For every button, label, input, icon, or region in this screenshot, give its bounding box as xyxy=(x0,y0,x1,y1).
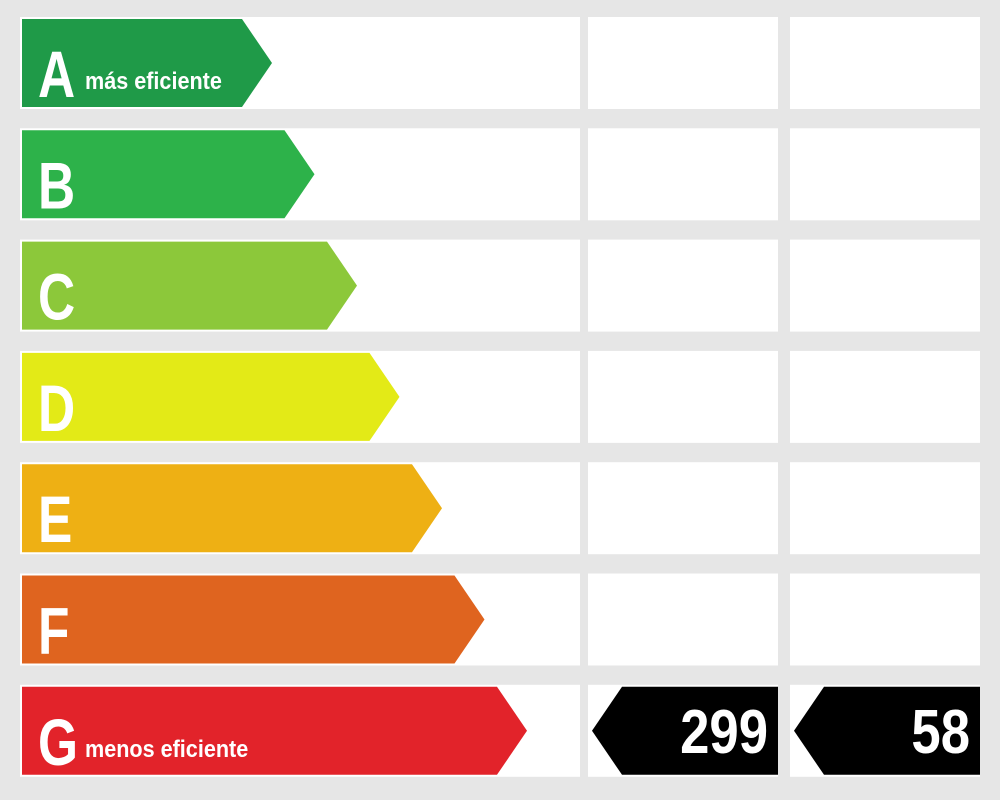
rating-letter: F xyxy=(38,593,69,668)
cell xyxy=(790,573,980,666)
rating-letter-group: D xyxy=(38,371,75,446)
value-text: 299 xyxy=(680,698,768,767)
rating-letter: C xyxy=(38,259,75,334)
rating-letter-group: B xyxy=(38,148,75,223)
cell xyxy=(790,350,980,443)
value-arrow xyxy=(794,686,980,775)
rating-letter: D xyxy=(38,371,75,446)
rating-letter: B xyxy=(38,148,75,223)
rating-letter-group: C xyxy=(38,259,75,334)
rating-letter-group: A xyxy=(38,37,75,112)
rating-letter-group: F xyxy=(38,593,69,668)
rating-caption: más eficiente xyxy=(85,67,222,94)
rating-arrow xyxy=(22,464,442,553)
value-text: 58 xyxy=(911,698,970,767)
rating-arrow xyxy=(22,686,527,775)
cell xyxy=(790,128,980,221)
cell xyxy=(588,17,778,109)
rating-letter: G xyxy=(38,705,78,780)
rating-letter-group: E xyxy=(38,482,72,557)
cell xyxy=(588,128,778,221)
cell xyxy=(588,350,778,443)
value-group: 299 xyxy=(680,698,768,767)
rating-arrow xyxy=(22,130,315,219)
cell xyxy=(588,462,778,555)
rating-caption: menos eficiente xyxy=(85,735,248,762)
cell xyxy=(790,239,980,332)
cell xyxy=(588,573,778,666)
rating-arrow xyxy=(22,352,400,441)
rating-letter: A xyxy=(38,37,75,112)
cell xyxy=(790,462,980,555)
value-group: 58 xyxy=(911,698,970,767)
rating-letter-group: G xyxy=(38,705,78,780)
rating-arrow xyxy=(22,575,485,664)
value-arrow xyxy=(592,686,778,775)
rating-letter: E xyxy=(38,482,72,557)
rating-arrow xyxy=(22,241,357,330)
rating-arrow xyxy=(22,19,272,107)
cell xyxy=(588,239,778,332)
cell xyxy=(790,17,980,109)
